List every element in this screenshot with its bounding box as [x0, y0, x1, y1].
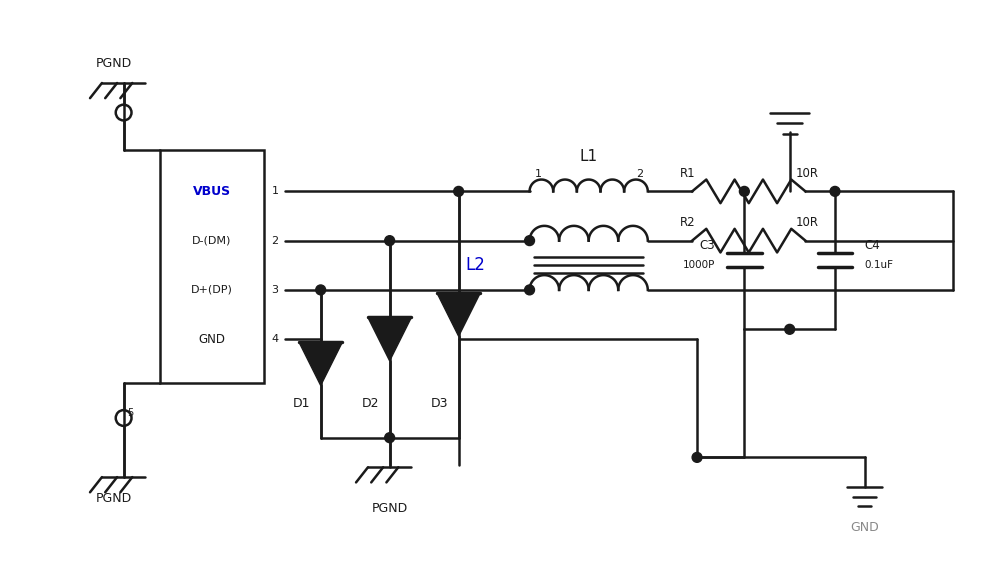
Circle shape — [525, 235, 534, 246]
Text: L2: L2 — [466, 256, 485, 275]
Text: 2: 2 — [636, 169, 643, 179]
Text: 1000P: 1000P — [682, 260, 715, 271]
Text: 10R: 10R — [796, 216, 819, 229]
Text: 4: 4 — [271, 334, 279, 344]
Circle shape — [316, 285, 326, 295]
Bar — [160, 150, 264, 384]
Text: PGND: PGND — [96, 492, 132, 505]
Text: D2: D2 — [362, 397, 380, 410]
Circle shape — [785, 324, 795, 335]
Text: D3: D3 — [431, 397, 449, 410]
Text: C4: C4 — [865, 239, 880, 252]
Text: VBUS: VBUS — [193, 185, 231, 198]
Text: D+(DP): D+(DP) — [191, 285, 233, 295]
Text: 1: 1 — [534, 169, 541, 179]
Text: 3: 3 — [271, 285, 278, 295]
Text: GND: GND — [850, 521, 879, 534]
Text: 5: 5 — [128, 408, 134, 418]
Text: PGND: PGND — [96, 57, 132, 70]
Text: L1: L1 — [580, 149, 598, 164]
Text: R1: R1 — [680, 167, 696, 180]
Text: C3: C3 — [699, 239, 715, 252]
Text: D1: D1 — [293, 397, 311, 410]
Circle shape — [454, 186, 464, 196]
Circle shape — [525, 285, 534, 295]
Circle shape — [692, 452, 702, 462]
Polygon shape — [368, 318, 411, 361]
Text: PGND: PGND — [372, 501, 408, 514]
Circle shape — [385, 235, 395, 246]
Polygon shape — [299, 342, 342, 385]
Text: 0.1uF: 0.1uF — [865, 260, 894, 271]
Text: 10R: 10R — [796, 167, 819, 180]
Text: D-(DM): D-(DM) — [192, 235, 231, 246]
Text: 2: 2 — [271, 235, 279, 246]
Circle shape — [830, 186, 840, 196]
Polygon shape — [437, 293, 480, 336]
Text: 1: 1 — [271, 186, 278, 196]
Circle shape — [739, 186, 749, 196]
Text: R2: R2 — [680, 216, 696, 229]
Circle shape — [385, 433, 395, 443]
Text: GND: GND — [198, 333, 225, 346]
